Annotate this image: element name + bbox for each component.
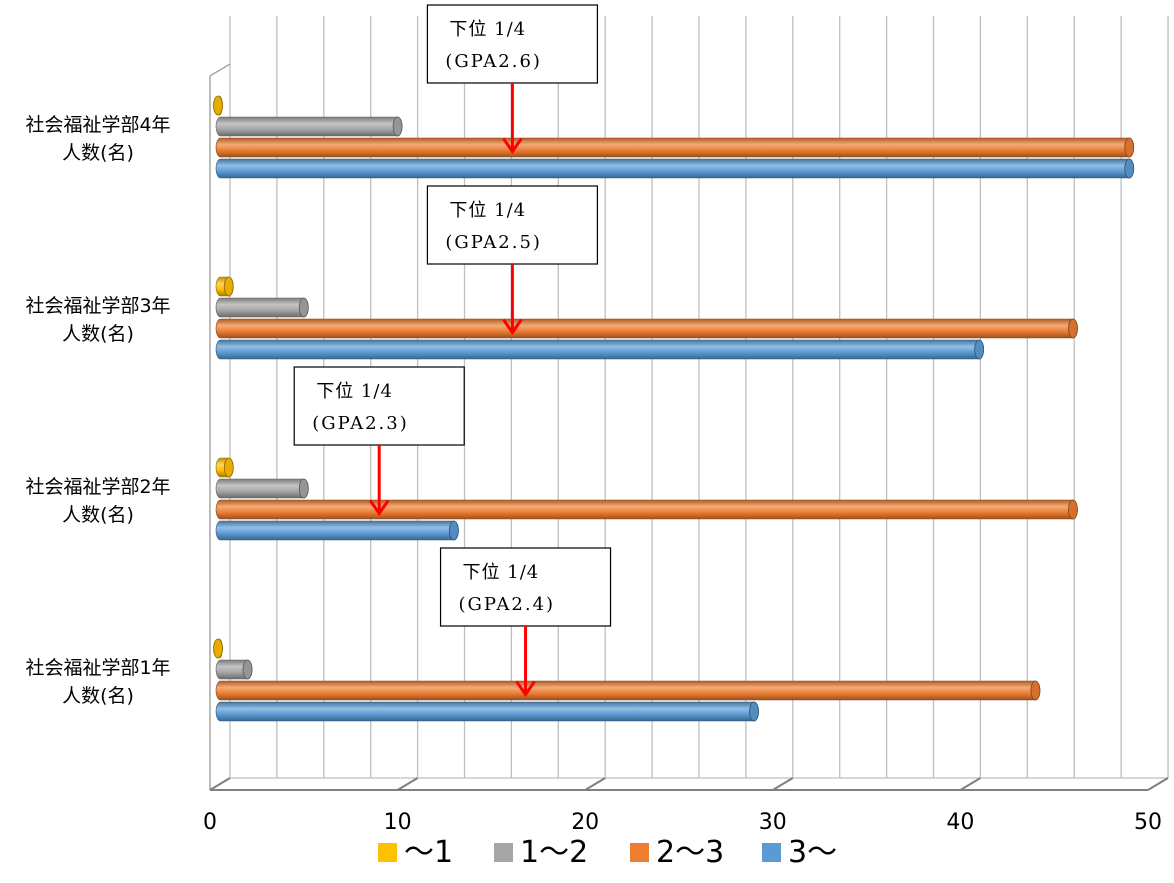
bar [215, 701, 759, 722]
bar [215, 116, 403, 137]
bars-layer [213, 95, 1135, 722]
bar [215, 297, 309, 318]
legend-label: 1〜2 [520, 835, 588, 870]
bar [215, 137, 1135, 158]
floor-tick-line [209, 777, 231, 791]
category-label: 人数(名) [62, 685, 134, 707]
annotations-layer: 下位 1/4 (GPA2.6) 下位 1/4 (GPA2.5) 下位 1/4 (GPA2.… [293, 4, 612, 698]
legend-swatch [494, 843, 513, 862]
category-label: 社会福祉学部4年 [25, 114, 170, 136]
bar-end-cap [1068, 318, 1078, 339]
floor-tick-line [397, 777, 419, 791]
bar-end-cap [448, 520, 459, 541]
floor-tick-line [772, 777, 794, 791]
annotation-box [426, 4, 599, 84]
category-label: 人数(名) [62, 504, 134, 526]
annotation-box [439, 547, 612, 627]
bar-end-cap [1030, 680, 1041, 701]
legend-label: 3〜 [788, 835, 837, 870]
bar [215, 499, 1078, 520]
category-label: 社会福祉学部3年 [25, 295, 170, 317]
floor-tick-line [959, 777, 981, 791]
annotation-line1: 下位 1/4 [463, 562, 540, 583]
bar-end-cap [1068, 499, 1078, 520]
legend-label: 〜1 [404, 835, 453, 870]
category-label: 社会福祉学部2年 [25, 476, 170, 498]
bar-end-cap [749, 701, 759, 722]
annotation-line1: 下位 1/4 [449, 19, 526, 40]
annotation-box [293, 366, 465, 446]
bar [215, 339, 984, 360]
bar-end-cap [1124, 158, 1135, 179]
legend-swatch [762, 843, 781, 862]
legend: 〜1 1〜2 2〜3 3〜 [378, 835, 837, 870]
annotation-line2: (GPA2.6) [445, 51, 542, 72]
bar [215, 478, 309, 499]
x-tick-label: 30 [759, 810, 787, 835]
category-label: 社会福祉学部1年 [25, 657, 170, 679]
annotation-line1: 下位 1/4 [316, 381, 393, 402]
x-tick-label: 20 [571, 810, 599, 835]
bar-end-cap [213, 638, 223, 659]
bar [215, 680, 1041, 701]
bar [215, 520, 459, 541]
legend-swatch [378, 843, 397, 862]
bar-end-cap [298, 297, 309, 318]
legend-label: 2〜3 [656, 835, 724, 870]
bar-end-cap [1124, 137, 1135, 158]
side-wall-top [209, 63, 231, 77]
x-tick-label: 10 [384, 810, 412, 835]
floor-tick-line [584, 777, 606, 791]
bar-end-cap [974, 339, 985, 360]
legend-swatch [630, 843, 649, 862]
annotation-line2: (GPA2.5) [445, 232, 542, 253]
bar-end-cap [213, 95, 223, 116]
bar-end-cap [298, 478, 309, 499]
annotation-arrow-head [515, 680, 536, 698]
bar-end-cap [223, 457, 234, 478]
x-tick-label: 40 [946, 810, 974, 835]
category-label: 人数(名) [62, 142, 134, 164]
annotation-arrow-head [502, 137, 523, 155]
annotation-arrow-head [502, 318, 523, 336]
bar [215, 318, 1078, 339]
floor-tick-line [1147, 777, 1169, 791]
annotation-line2: (GPA2.4) [459, 594, 556, 615]
bar-end-cap [392, 116, 403, 137]
bar-end-cap [223, 276, 234, 297]
annotation-line1: 下位 1/4 [449, 200, 526, 221]
category-label: 人数(名) [62, 323, 134, 345]
x-tick-label: 50 [1134, 810, 1162, 835]
x-tick-label: 0 [203, 810, 217, 835]
annotation-line2: (GPA2.3) [312, 413, 409, 434]
bar [215, 158, 1135, 179]
bar-end-cap [242, 659, 253, 680]
annotation-arrow-head [368, 499, 390, 517]
